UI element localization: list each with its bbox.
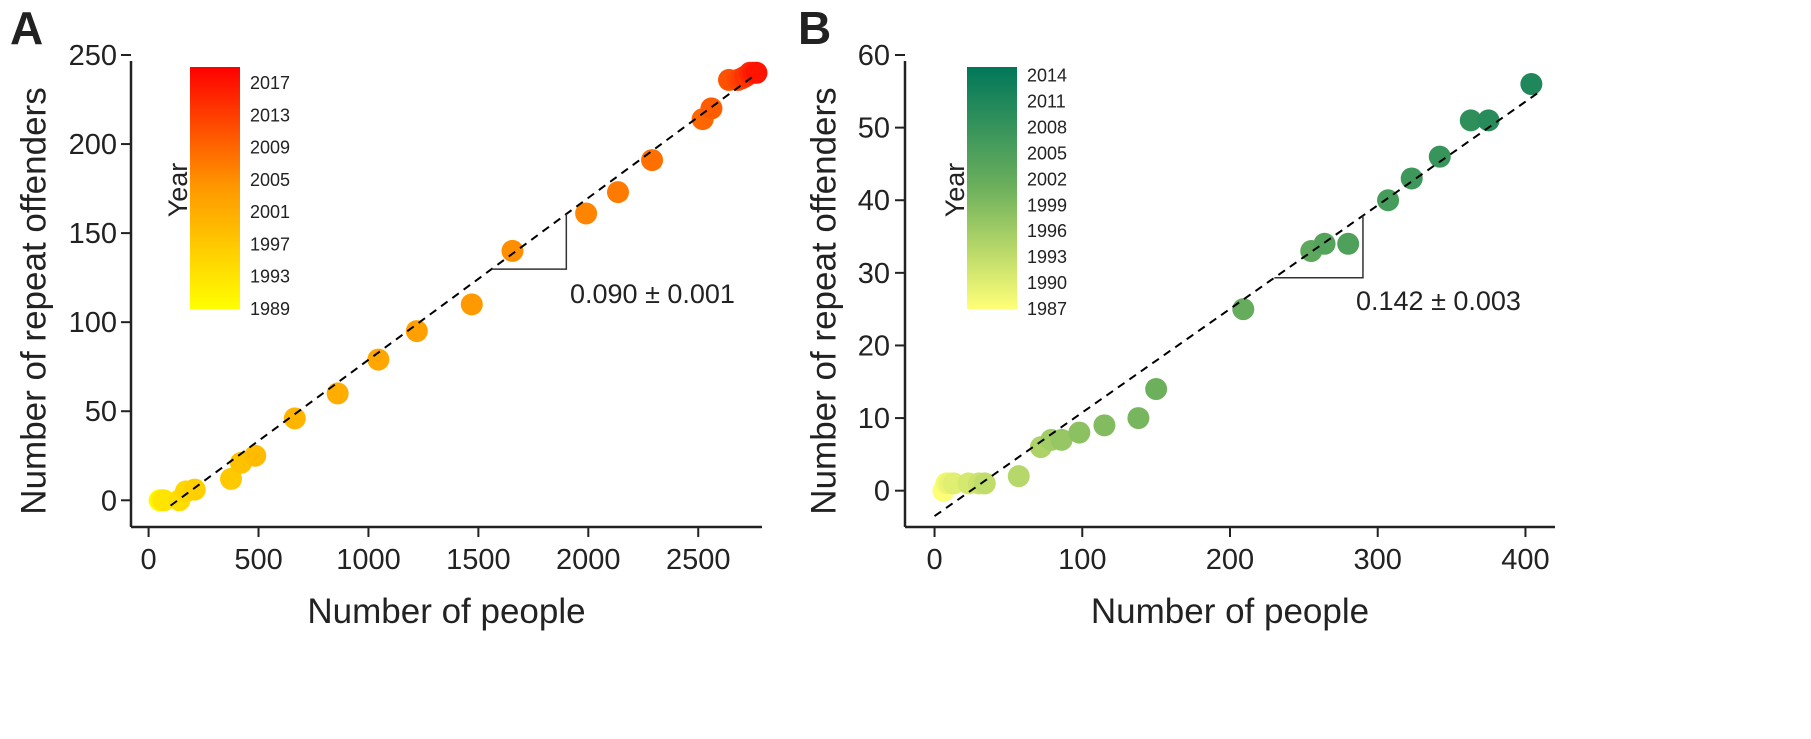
data-point (1520, 73, 1543, 96)
slope-annotation: 0.090 ± 0.001 (570, 279, 735, 309)
fit-line (169, 75, 754, 507)
colorbar-tick-label: 2013 (250, 105, 290, 125)
y-axis-title: Number of repeat offenders (804, 87, 843, 514)
colorbar-tick-label: 1997 (250, 234, 290, 254)
colorbar-tick-label: 2008 (1027, 118, 1067, 138)
data-point (283, 407, 306, 430)
x-tick-label: 0 (141, 544, 157, 576)
x-axis-title: Number of people (307, 592, 585, 631)
data-point (641, 149, 664, 172)
data-point (700, 97, 723, 120)
x-tick-label: 1000 (336, 544, 401, 576)
y-tick-label: 40 (858, 185, 890, 217)
colorbar-tick-label: 2011 (1027, 92, 1066, 112)
colorbar-tick-label: 1993 (250, 267, 290, 287)
y-tick-label: 60 (858, 40, 890, 72)
colorbar-tick-label: 2001 (250, 202, 290, 222)
x-tick-label: 0 (926, 544, 942, 576)
x-tick-label: 2500 (666, 544, 731, 576)
x-tick-label: 500 (234, 544, 282, 576)
data-point (606, 181, 629, 204)
data-point (1477, 109, 1500, 132)
panel-label: B (798, 2, 831, 54)
data-point (501, 239, 524, 262)
y-tick-label: 30 (858, 258, 890, 290)
data-point (1428, 145, 1451, 168)
slope-annotation: 0.142 ± 0.003 (1356, 286, 1521, 316)
colorbar-title: Year (163, 163, 193, 218)
x-tick-label: 400 (1501, 544, 1549, 576)
data-point (1145, 378, 1168, 401)
colorbar-tick-label: 1990 (1027, 273, 1067, 293)
data-point (326, 382, 349, 405)
x-tick-label: 100 (1058, 544, 1106, 576)
y-tick-label: 0 (874, 476, 890, 508)
data-point (220, 467, 243, 490)
colorbar-tick-label: 1993 (1027, 247, 1067, 267)
y-tick-label: 150 (69, 218, 117, 250)
data-point (1313, 232, 1336, 255)
colorbar-tick-label: 2005 (1027, 143, 1067, 163)
colorbar-tick-label: 1996 (1027, 221, 1067, 241)
y-tick-label: 0 (101, 485, 117, 517)
colorbar-tick-label: 1989 (250, 299, 290, 319)
data-point (575, 202, 598, 225)
fit-line (933, 90, 1541, 517)
data-point (1093, 414, 1116, 437)
data-point (1400, 167, 1423, 190)
slope-triangle (1274, 215, 1364, 279)
slope-triangle (491, 214, 568, 270)
x-tick-label: 300 (1354, 544, 1402, 576)
y-tick-label: 20 (858, 330, 890, 362)
y-tick-label: 10 (858, 403, 890, 435)
colorbar (967, 67, 1017, 309)
y-tick-label: 200 (69, 129, 117, 161)
y-axis-title: Number of repeat offenders (14, 87, 53, 514)
x-tick-label: 1500 (446, 544, 511, 576)
panel-label: A (10, 2, 43, 54)
x-tick-label: 2000 (556, 544, 621, 576)
data-point (1007, 465, 1030, 488)
data-point (1232, 298, 1255, 321)
data-point (183, 478, 206, 501)
data-point (1050, 428, 1073, 451)
data-point (244, 444, 267, 467)
y-tick-label: 50 (85, 396, 117, 428)
data-point (405, 320, 428, 343)
colorbar-tick-label: 2014 (1027, 66, 1067, 86)
y-tick-label: 50 (858, 113, 890, 145)
colorbar-tick-label: 2005 (250, 170, 290, 190)
data-point (1337, 232, 1360, 255)
data-point (1068, 421, 1091, 444)
data-point (367, 348, 390, 371)
colorbar (190, 67, 240, 309)
colorbar-tick-label: 2009 (250, 138, 290, 158)
data-point (1459, 109, 1482, 132)
y-tick-label: 100 (69, 307, 117, 339)
colorbar-tick-label: 2017 (250, 73, 290, 93)
data-point (460, 293, 483, 316)
x-axis-title: Number of people (1091, 592, 1369, 631)
panel-a: A 0 500 1000 1500 2000 2500 0 50 100 150 200 250 Numb… (10, 2, 768, 631)
y-tick-label: 250 (69, 40, 117, 72)
data-point (1127, 407, 1150, 430)
colorbar-title: Year (940, 163, 970, 218)
colorbar-tick-label: 1999 (1027, 195, 1067, 215)
colorbar-tick-label: 1987 (1027, 299, 1067, 319)
data-point (152, 489, 175, 512)
colorbar-tick-label: 2002 (1027, 169, 1067, 189)
data-point (973, 472, 996, 495)
panel-b: B 0 100 200 300 400 0 10 20 30 40 50 60 Number of peo… (798, 2, 1555, 631)
x-tick-label: 200 (1206, 544, 1254, 576)
